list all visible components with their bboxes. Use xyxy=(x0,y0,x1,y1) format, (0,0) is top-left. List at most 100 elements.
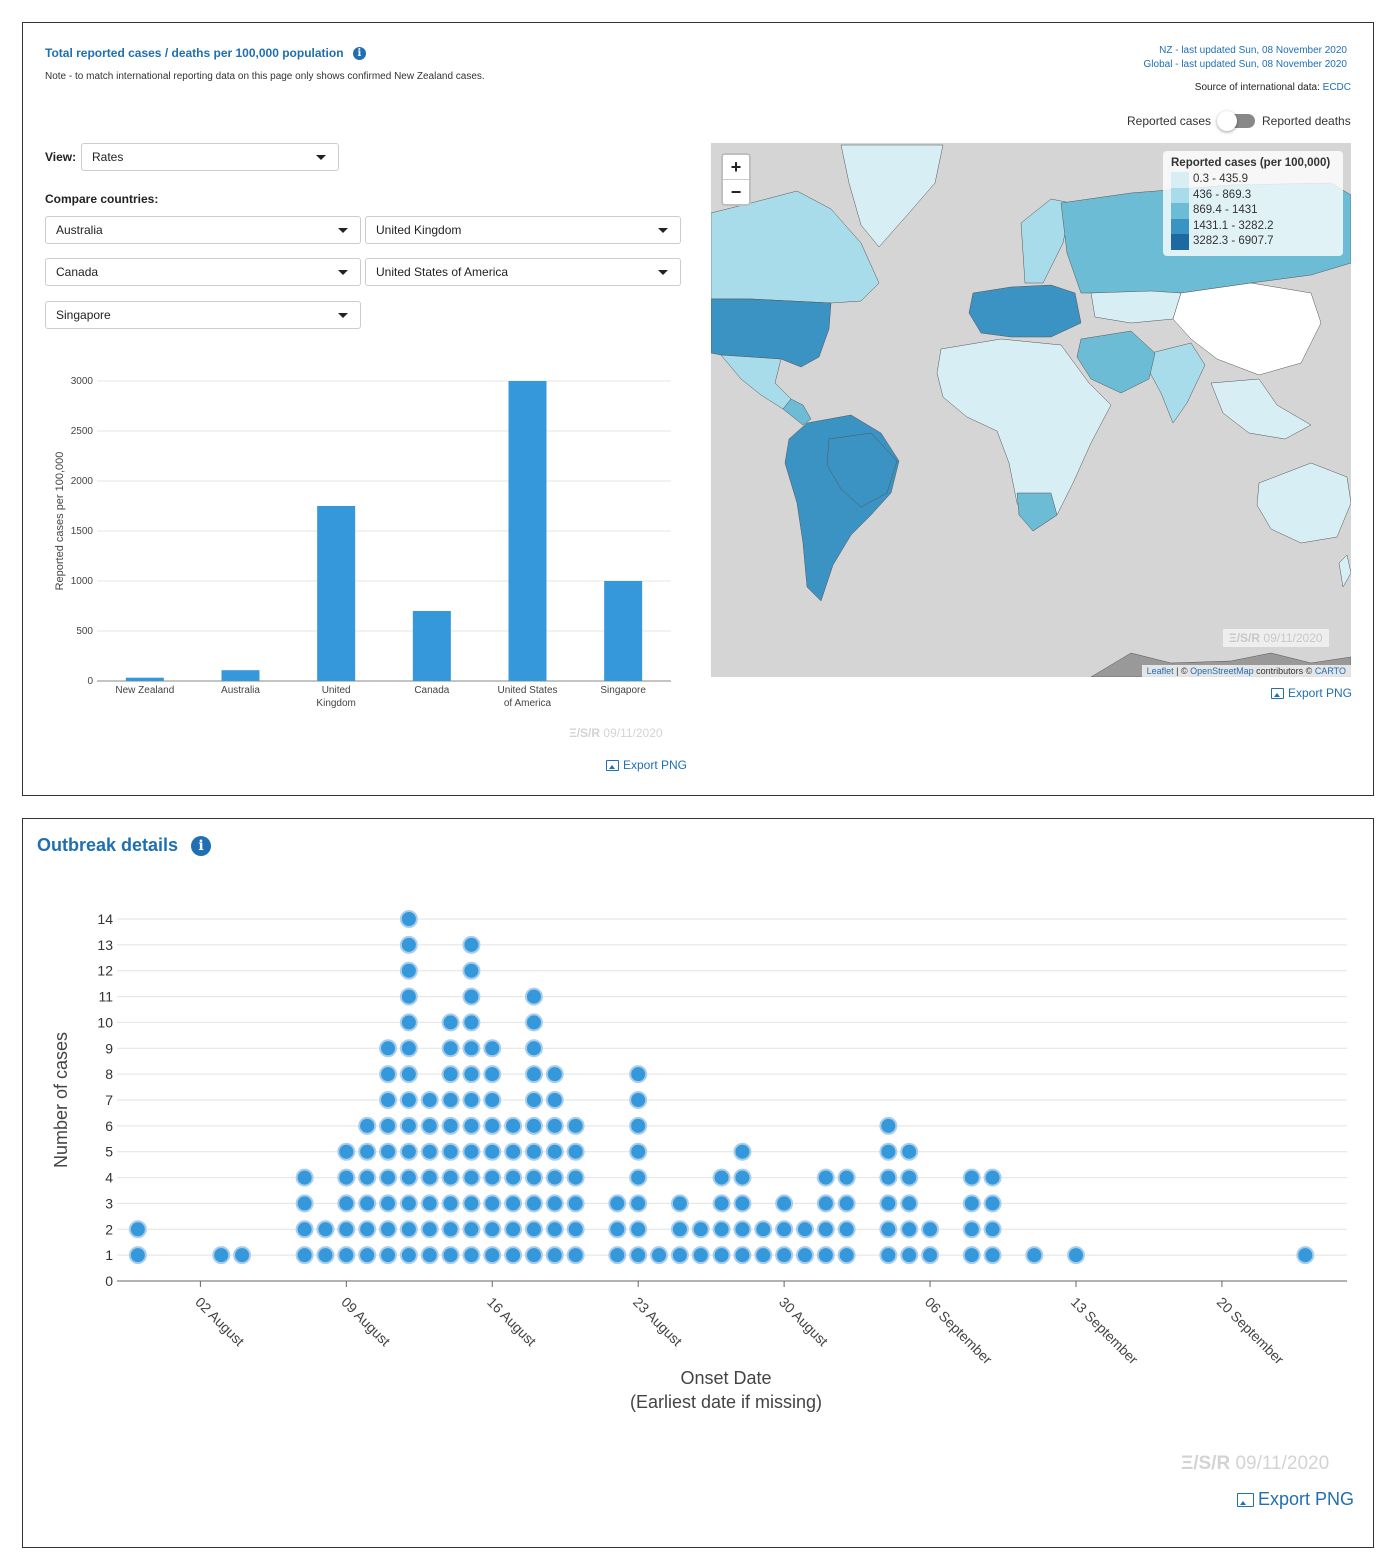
y-tick-label: 3000 xyxy=(71,376,94,387)
y-tick-label: 9 xyxy=(105,1040,113,1056)
export-png-button[interactable]: Export PNG xyxy=(1237,1489,1354,1510)
info-icon[interactable]: i xyxy=(352,47,366,61)
y-tick-label: 1 xyxy=(105,1247,113,1263)
country-select-5[interactable]: Singapore xyxy=(45,301,361,329)
case-dot xyxy=(399,1246,418,1265)
case-dot xyxy=(399,1013,418,1032)
country-select-4[interactable]: United States of America xyxy=(365,258,681,286)
case-dot xyxy=(629,1246,648,1265)
legend-item: 3282.3 - 6907.7 xyxy=(1171,234,1335,250)
x-tick-label: 09 August xyxy=(338,1294,393,1349)
x-tick-label: 30 August xyxy=(776,1294,831,1349)
legend-item: 1431.1 - 3282.2 xyxy=(1171,218,1335,234)
case-dot xyxy=(128,1220,147,1239)
case-dot xyxy=(921,1220,940,1239)
case-dot xyxy=(441,1142,460,1161)
y-tick-label: 14 xyxy=(97,911,113,927)
y-tick-label: 5 xyxy=(105,1144,113,1160)
leaflet-link[interactable]: Leaflet xyxy=(1146,666,1174,676)
case-dot xyxy=(566,1168,585,1187)
map-export-png-button[interactable]: Export PNG xyxy=(1271,686,1352,700)
country-select-3[interactable]: Canada xyxy=(45,258,361,286)
y-tick-label: 8 xyxy=(105,1066,113,1082)
carto-link[interactable]: CARTO xyxy=(1314,666,1346,676)
map-legend: Reported cases (per 100,000) 0.3 - 435.9… xyxy=(1163,151,1343,256)
case-dot xyxy=(962,1246,981,1265)
case-dot xyxy=(754,1220,773,1239)
international-panel: Total reported cases / deaths per 100,00… xyxy=(22,22,1374,796)
world-choropleth-map[interactable]: + − Reported cases (per 100,000) 0.3 - 4… xyxy=(711,143,1351,677)
australia-shape xyxy=(1256,462,1351,544)
case-dot xyxy=(608,1194,627,1213)
case-dot xyxy=(775,1246,794,1265)
case-dot xyxy=(358,1246,377,1265)
country-select-2[interactable]: United Kingdom xyxy=(365,216,681,244)
bar xyxy=(221,670,260,681)
mexico-shape xyxy=(720,354,792,410)
case-dot xyxy=(754,1246,773,1265)
y-tick-label: 2000 xyxy=(71,476,94,487)
case-dot xyxy=(629,1065,648,1084)
usa-shape xyxy=(711,298,832,368)
bar xyxy=(125,677,164,681)
export-png-button[interactable]: Export PNG xyxy=(606,758,687,772)
case-dot xyxy=(712,1194,731,1213)
toggle-knob[interactable] xyxy=(1217,111,1237,131)
country-select-value: Singapore xyxy=(56,308,111,322)
source-link[interactable]: ECDC xyxy=(1322,82,1351,93)
case-dot xyxy=(879,1194,898,1213)
cases-deaths-toggle[interactable] xyxy=(1217,111,1255,131)
view-label: View: xyxy=(45,150,77,164)
osm-link[interactable]: OpenStreetMap xyxy=(1190,666,1254,676)
legend-swatch xyxy=(1171,172,1189,188)
x-tick-label: 16 August xyxy=(484,1294,539,1349)
case-dot xyxy=(483,1142,502,1161)
case-dot xyxy=(608,1220,627,1239)
case-dot xyxy=(900,1220,919,1239)
case-dot xyxy=(128,1246,147,1265)
case-dot xyxy=(816,1220,835,1239)
case-dot xyxy=(1296,1246,1315,1265)
view-select[interactable]: Rates xyxy=(81,143,339,171)
note-text: Note - to match international reporting … xyxy=(45,71,485,82)
case-dot xyxy=(650,1246,669,1265)
case-dot xyxy=(566,1116,585,1135)
case-dot xyxy=(733,1220,752,1239)
legend-swatch xyxy=(1171,203,1189,219)
legend-label: 1431.1 - 3282.2 xyxy=(1193,219,1274,232)
case-dot xyxy=(420,1194,439,1213)
case-dot xyxy=(545,1091,564,1109)
compare-label: Compare countries: xyxy=(45,192,159,206)
case-dot xyxy=(379,1246,398,1265)
case-dot xyxy=(462,1246,481,1265)
info-icon[interactable]: i xyxy=(191,836,212,857)
case-dot xyxy=(879,1116,898,1135)
case-dot xyxy=(545,1065,564,1084)
case-dot xyxy=(420,1091,439,1109)
case-dot xyxy=(441,1065,460,1084)
chevron-down-icon xyxy=(338,313,348,318)
case-dot xyxy=(379,1091,398,1109)
y-tick-label: 500 xyxy=(76,626,93,637)
zoom-in-button[interactable]: + xyxy=(730,157,742,177)
map-attribution: Leaflet | © OpenStreetMap contributors ©… xyxy=(1141,665,1351,677)
x-tick-label: 20 September xyxy=(1214,1294,1288,1368)
country-select-1[interactable]: Australia xyxy=(45,216,361,244)
country-select-value: United States of America xyxy=(376,265,509,279)
case-dot xyxy=(795,1220,814,1239)
case-dot xyxy=(441,1039,460,1058)
case-dot xyxy=(483,1168,502,1187)
x-tick-label: Singapore xyxy=(600,685,646,696)
zoom-out-button[interactable]: − xyxy=(723,179,749,204)
case-dot xyxy=(629,1168,648,1187)
case-dot xyxy=(983,1220,1002,1239)
case-dot xyxy=(962,1168,981,1187)
case-dot xyxy=(379,1039,398,1058)
view-select-value: Rates xyxy=(92,150,124,164)
case-dot xyxy=(358,1116,377,1135)
legend-swatch xyxy=(1171,218,1189,234)
europe-shape xyxy=(968,284,1082,338)
case-dot xyxy=(379,1168,398,1187)
case-dot xyxy=(379,1194,398,1213)
case-dot xyxy=(879,1246,898,1265)
